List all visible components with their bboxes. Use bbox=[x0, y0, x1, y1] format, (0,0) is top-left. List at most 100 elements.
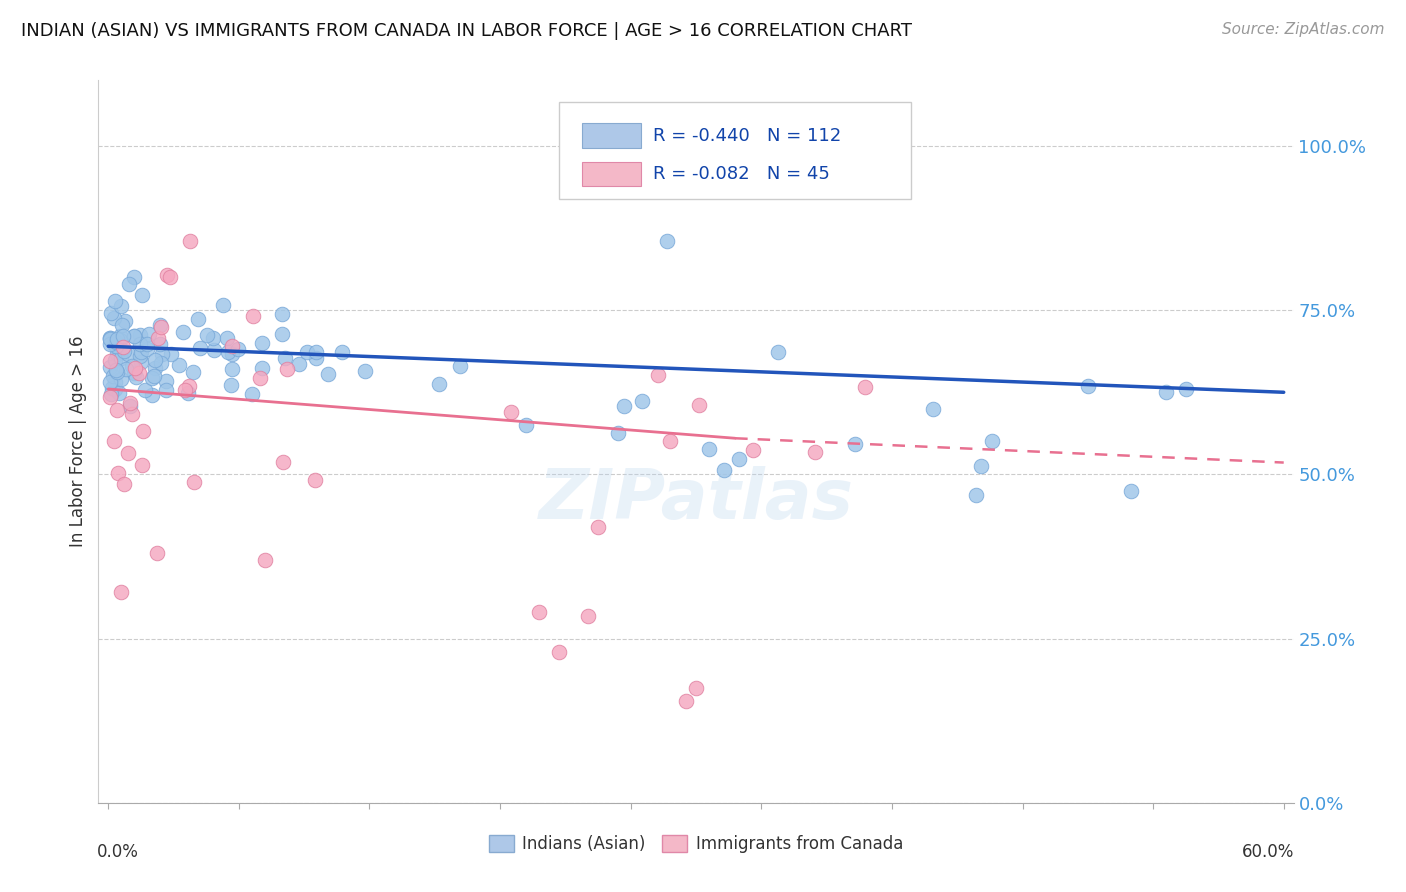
Point bbox=[501, 405, 523, 419]
Point bbox=[766, 345, 789, 359]
Point bbox=[111, 318, 134, 332]
Point bbox=[276, 362, 298, 376]
Point bbox=[129, 344, 152, 359]
Point bbox=[630, 393, 652, 408]
Point bbox=[226, 342, 249, 356]
Point bbox=[155, 374, 177, 388]
Point bbox=[270, 327, 292, 342]
Point bbox=[606, 425, 628, 440]
Point bbox=[146, 331, 169, 345]
Point bbox=[688, 398, 710, 412]
Point bbox=[122, 328, 145, 343]
Point bbox=[121, 359, 143, 373]
FancyBboxPatch shape bbox=[582, 161, 641, 186]
Point bbox=[107, 467, 129, 481]
Point bbox=[515, 418, 537, 433]
Y-axis label: In Labor Force | Age > 16: In Labor Force | Age > 16 bbox=[69, 335, 87, 548]
Point bbox=[98, 331, 121, 345]
Point bbox=[110, 329, 132, 343]
Point bbox=[177, 378, 200, 392]
Point bbox=[98, 354, 121, 368]
Point bbox=[353, 364, 375, 378]
Point bbox=[221, 378, 243, 392]
Point bbox=[174, 383, 197, 397]
Point bbox=[316, 367, 339, 381]
Point bbox=[98, 331, 121, 345]
Point bbox=[138, 327, 160, 342]
Point bbox=[146, 546, 169, 560]
Text: Source: ZipAtlas.com: Source: ZipAtlas.com bbox=[1222, 22, 1385, 37]
Point bbox=[131, 288, 153, 302]
Point bbox=[271, 306, 294, 320]
Point bbox=[100, 387, 122, 401]
Point bbox=[125, 370, 148, 384]
Point bbox=[242, 386, 264, 401]
Point bbox=[152, 347, 174, 361]
Point bbox=[128, 349, 150, 363]
Point bbox=[103, 334, 125, 349]
Point bbox=[110, 333, 132, 347]
Text: 0.0%: 0.0% bbox=[97, 843, 139, 861]
Point bbox=[105, 403, 128, 417]
Point bbox=[128, 367, 150, 381]
Point bbox=[1154, 385, 1177, 400]
Point bbox=[1174, 382, 1197, 396]
Point bbox=[98, 375, 121, 389]
Point bbox=[100, 306, 122, 320]
Point bbox=[576, 608, 599, 623]
Point bbox=[547, 645, 569, 659]
Point bbox=[176, 385, 198, 400]
Point bbox=[980, 434, 1002, 449]
Point bbox=[101, 369, 124, 384]
Point bbox=[529, 605, 551, 619]
Point bbox=[115, 361, 138, 376]
Point bbox=[129, 336, 152, 351]
Point bbox=[970, 459, 993, 474]
Point bbox=[104, 352, 127, 367]
Point bbox=[195, 328, 218, 343]
Point bbox=[304, 473, 326, 487]
Point bbox=[112, 343, 135, 358]
Point bbox=[129, 328, 152, 343]
Point bbox=[117, 346, 139, 360]
Point bbox=[129, 355, 152, 369]
Point bbox=[685, 681, 707, 695]
Point bbox=[98, 336, 121, 351]
Point bbox=[202, 330, 225, 344]
Point bbox=[98, 390, 121, 404]
Point bbox=[167, 358, 190, 372]
Point bbox=[823, 139, 845, 153]
Point bbox=[105, 338, 128, 352]
Point bbox=[202, 343, 225, 358]
Point bbox=[212, 298, 235, 312]
Point bbox=[159, 270, 181, 285]
Point bbox=[727, 452, 749, 467]
Point bbox=[136, 337, 159, 351]
Point bbox=[124, 361, 146, 376]
Point bbox=[156, 268, 179, 282]
Point bbox=[250, 335, 273, 350]
Point bbox=[105, 347, 128, 361]
Point bbox=[118, 277, 141, 292]
Point bbox=[103, 337, 125, 351]
Point bbox=[853, 379, 876, 393]
FancyBboxPatch shape bbox=[582, 123, 641, 148]
Point bbox=[613, 399, 636, 413]
Point bbox=[110, 300, 132, 314]
Point bbox=[921, 402, 943, 417]
Point bbox=[804, 445, 827, 459]
Point bbox=[149, 337, 172, 351]
Point bbox=[124, 367, 146, 381]
Point bbox=[155, 384, 177, 398]
Point bbox=[118, 396, 141, 410]
Point bbox=[143, 360, 166, 375]
Point bbox=[217, 344, 239, 359]
Text: 60.0%: 60.0% bbox=[1243, 843, 1295, 861]
Point bbox=[149, 355, 172, 369]
Point bbox=[122, 269, 145, 284]
Point bbox=[697, 442, 720, 456]
Point bbox=[271, 455, 294, 469]
Point bbox=[183, 475, 205, 490]
Point bbox=[741, 443, 763, 458]
Point bbox=[647, 368, 669, 383]
